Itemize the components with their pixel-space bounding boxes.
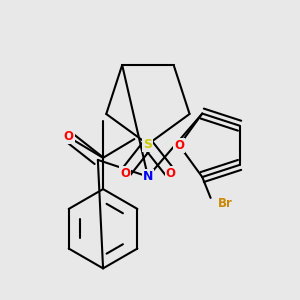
Text: S: S	[143, 138, 152, 151]
Text: O: O	[64, 130, 74, 143]
Text: N: N	[143, 170, 153, 183]
Text: O: O	[166, 167, 176, 180]
Text: Br: Br	[218, 196, 232, 210]
Text: O: O	[174, 139, 184, 152]
Text: O: O	[120, 167, 130, 180]
